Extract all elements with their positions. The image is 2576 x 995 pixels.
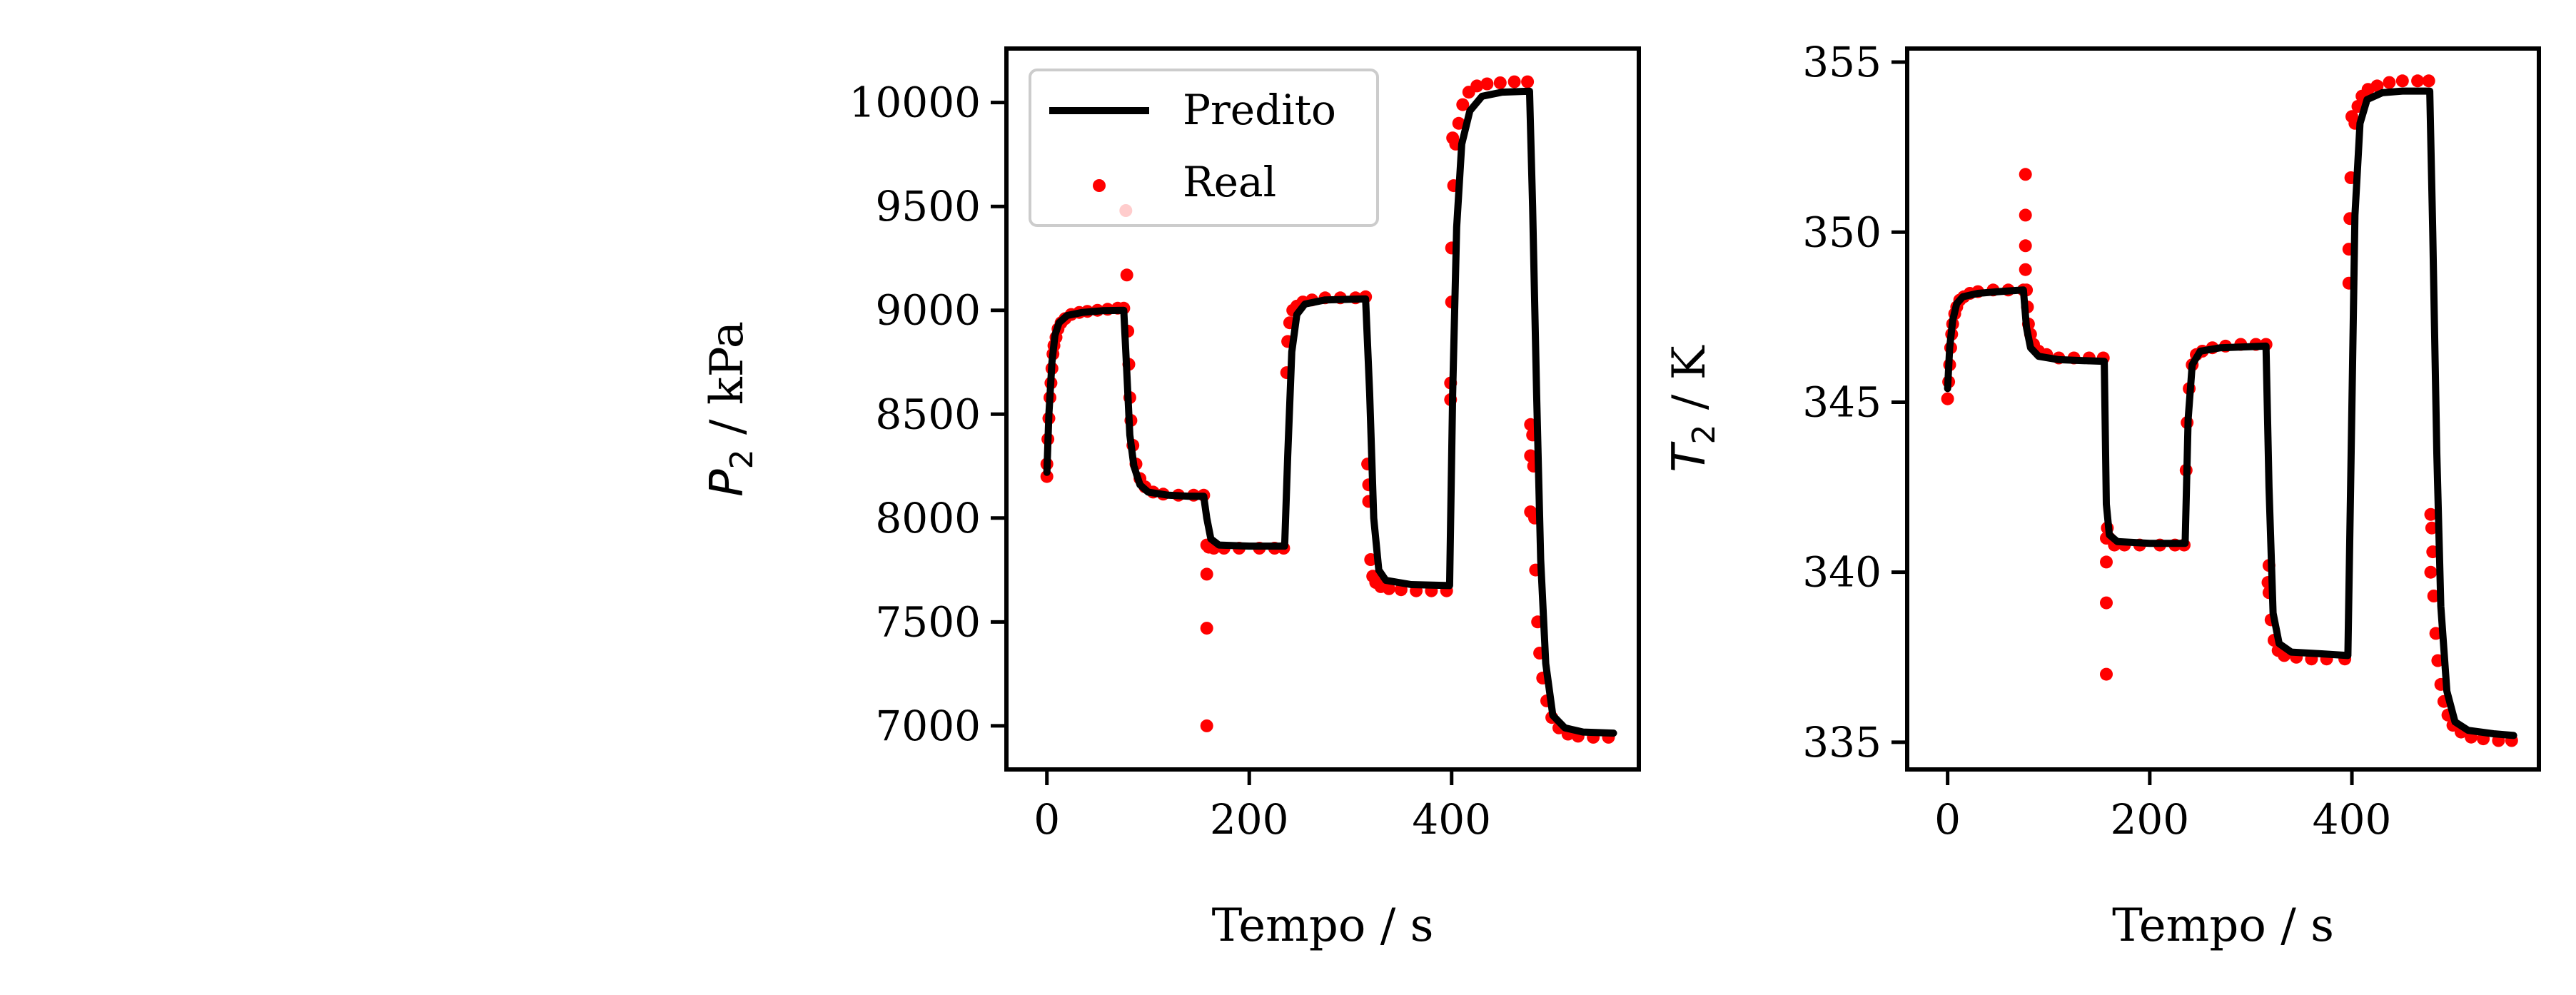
real-point — [2383, 76, 2396, 89]
x-tick-label: 0 — [1034, 795, 1060, 844]
real-point — [2395, 74, 2409, 88]
x-tick-label: 400 — [1412, 795, 1491, 844]
real-point — [2019, 263, 2032, 276]
real-point — [2100, 667, 2113, 681]
real-point — [1200, 622, 1213, 635]
y-tick-label: 7000 — [875, 702, 981, 750]
real-point — [1941, 392, 1954, 405]
y-axis-label: T2 / K — [1663, 345, 1722, 472]
y-tick-label: 335 — [1802, 718, 1882, 767]
plot-area — [1040, 75, 1617, 744]
y-tick-label: 10000 — [849, 79, 981, 127]
legend-dot-swatch — [1093, 179, 1106, 192]
real-point — [1120, 268, 1133, 282]
real-point — [1382, 582, 1395, 595]
real-point — [1507, 75, 1521, 89]
plot-area — [1941, 74, 2518, 747]
plot-frame — [1004, 46, 1641, 772]
real-point — [2411, 74, 2425, 88]
x-tick-label: 400 — [2313, 795, 2392, 844]
y-tick-label: 350 — [1802, 208, 1882, 256]
real-point — [1456, 98, 1470, 111]
real-point — [1524, 449, 1537, 463]
real-point — [2424, 565, 2438, 579]
x-axis-label: Tempo / s — [1212, 899, 1434, 952]
y-tick-label: 9000 — [875, 286, 981, 335]
y-axis-label: P2 / kPa — [701, 321, 760, 497]
real-point — [1493, 76, 1507, 89]
y-tick-label: 9500 — [875, 182, 981, 231]
y-tick-label: 8500 — [875, 390, 981, 438]
predicted-line — [1944, 87, 2517, 739]
real-point — [1364, 553, 1378, 566]
temperature-chart: 0 200 400 335 340 345 350 355 Tempo / s T2 / K — [1663, 38, 2541, 952]
real-point — [2422, 74, 2435, 88]
legend-label-predito: Predito — [1183, 86, 1336, 134]
real-point — [2370, 79, 2384, 93]
legend-label-real: Real — [1183, 158, 1276, 206]
predicted-line — [1043, 87, 1617, 737]
x-axis-label: Tempo / s — [2112, 899, 2334, 952]
real-point — [2100, 596, 2113, 610]
real-point — [2424, 507, 2438, 521]
real-point — [2019, 168, 2032, 181]
pressure-chart: 0 200 400 7000 7500 8000 8500 9000 9500 10000 Temp… — [701, 46, 1641, 952]
x-tick-label: 200 — [1210, 795, 1289, 844]
real-point — [1452, 116, 1465, 130]
y-tick-label: 345 — [1802, 378, 1882, 426]
plot-frame — [1905, 46, 2541, 772]
real-point — [1521, 75, 1535, 89]
real-point — [1480, 77, 1494, 91]
y-tick-label: 355 — [1802, 38, 1882, 86]
real-point — [1200, 719, 1213, 732]
x-tick-label: 0 — [1934, 795, 1961, 844]
real-point — [1200, 567, 1213, 581]
x-tick-label: 200 — [2110, 795, 2189, 844]
real-point — [2019, 239, 2032, 253]
y-tick-label: 8000 — [875, 494, 981, 542]
y-tick-label: 340 — [1802, 548, 1882, 597]
y-tick-label: 7500 — [875, 597, 981, 646]
real-point — [2100, 555, 2113, 569]
real-point — [2019, 208, 2032, 222]
legend: Predito Real — [1029, 69, 1379, 227]
real-point — [2425, 521, 2438, 535]
real-point — [1470, 79, 1484, 93]
